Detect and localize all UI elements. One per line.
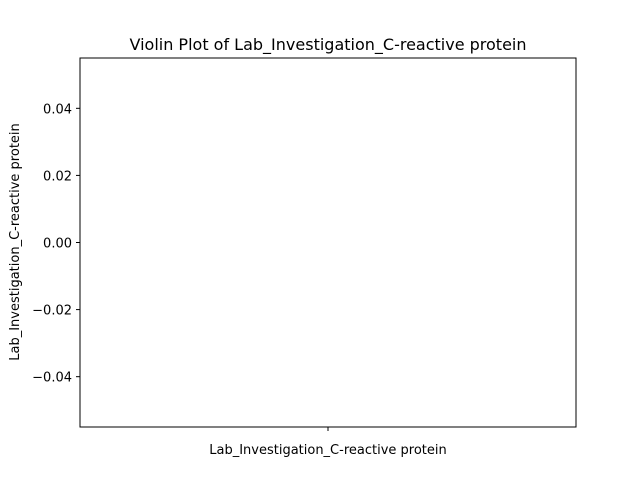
- y-tick-label: −0.04: [32, 371, 72, 386]
- y-tick-label: 0.04: [43, 102, 72, 117]
- chart-title: Violin Plot of Lab_Investigation_C-react…: [129, 35, 526, 55]
- y-axis-label: Lab_Investigation_C-reactive protein: [8, 123, 23, 361]
- y-tick-label: 0.02: [43, 169, 72, 184]
- y-axis-ticks: 0.04 0.02 0.00 −0.02 −0.04: [32, 102, 80, 386]
- y-tick-label: −0.02: [32, 304, 72, 319]
- y-tick-label: 0.00: [43, 237, 72, 252]
- x-tick-label: Lab_Investigation_C-reactive protein: [209, 443, 447, 458]
- x-axis-ticks: Lab_Investigation_C-reactive protein: [209, 427, 447, 458]
